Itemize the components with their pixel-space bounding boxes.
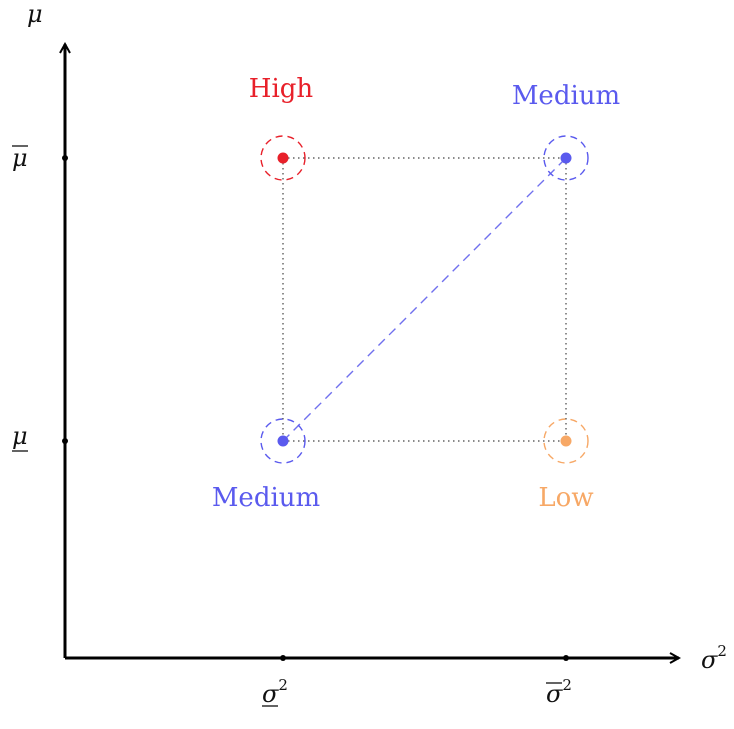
x-tick-lower-dot <box>280 655 286 661</box>
bottom-left-ring <box>260 418 306 464</box>
bottom-right-label: Low <box>538 483 593 513</box>
x-tick-upper-label: σ2 <box>546 676 572 708</box>
y-tick-lower-label: μ <box>12 422 28 450</box>
top-right-ring <box>543 135 589 181</box>
x-tick-lower-label: σ2 <box>262 676 288 708</box>
x-tick-upper-dot <box>563 655 569 661</box>
bottom-right-point <box>560 435 572 447</box>
top-right-point <box>560 152 572 164</box>
y-tick-upper-label: μ <box>12 144 28 172</box>
top-left-ring <box>260 135 306 181</box>
bottom-right-ring <box>543 418 589 464</box>
diagonal-link <box>282 157 567 442</box>
x-axis-label: σ2 <box>701 642 727 674</box>
top-left-label: High <box>249 74 314 104</box>
bottom-left-label: Medium <box>212 483 320 513</box>
y-tick-upper-dot <box>62 155 68 161</box>
y-axis-label: μ <box>27 0 43 28</box>
y-tick-lower-dot <box>62 438 68 444</box>
top-right-label: Medium <box>512 81 620 111</box>
bottom-left-point <box>277 435 289 447</box>
top-left-point <box>277 152 289 164</box>
